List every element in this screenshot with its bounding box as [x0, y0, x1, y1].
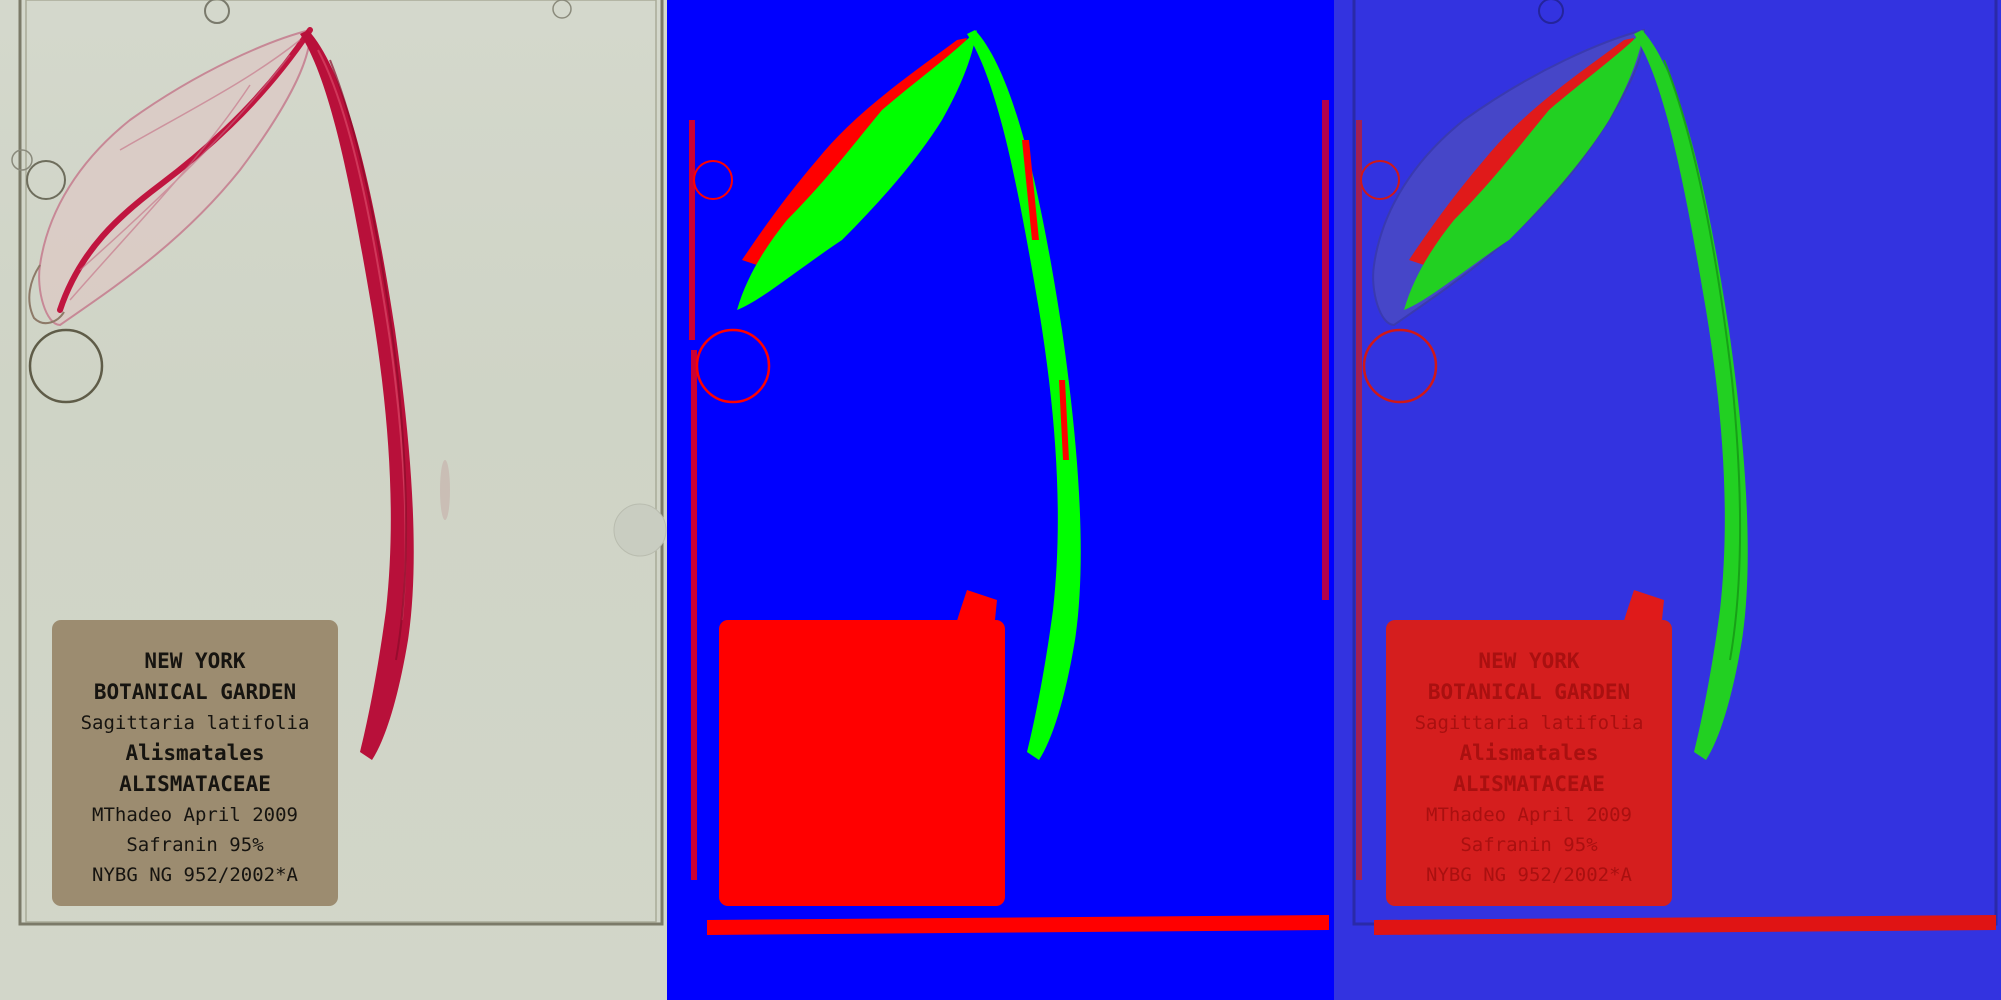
- original-image-panel: NEW YORK BOTANICAL GARDEN Sagittaria lat…: [0, 0, 667, 1000]
- label-institution-line: NEW YORK: [1478, 649, 1580, 673]
- air-bubble: [28, 328, 104, 404]
- label-institution-line: BOTANICAL GARDEN: [93, 680, 297, 704]
- label-collector: MThadeo April 2009: [1426, 804, 1632, 826]
- label-institution-line: NEW YORK: [144, 649, 246, 673]
- overlay-panel: NEW YORK BOTANICAL GARDEN Sagittaria lat…: [1334, 0, 2001, 1000]
- label-stain: Safranin 95%: [1460, 834, 1598, 856]
- label-stain: Safranin 95%: [126, 834, 264, 856]
- label-species: Sagittaria latifolia: [1414, 712, 1644, 734]
- specimen-drawing: [11, 0, 667, 926]
- air-bubble: [204, 0, 230, 24]
- label-order: Alismatales: [1459, 741, 1599, 765]
- air-bubble: [26, 160, 66, 200]
- label-family: ALISMATACEAE: [1453, 772, 1605, 796]
- specimen-label-overlay: NEW YORK BOTANICAL GARDEN Sagittaria lat…: [1386, 620, 1672, 906]
- label-accession: NYBG NG 952/2002*A: [92, 864, 298, 886]
- air-bubble: [552, 0, 572, 19]
- label-accession: NYBG NG 952/2002*A: [1426, 864, 1632, 886]
- specimen-label: NEW YORK BOTANICAL GARDEN Sagittaria lat…: [52, 620, 338, 906]
- segmentation-mask-panel: [667, 0, 1334, 1000]
- label-institution-line: BOTANICAL GARDEN: [1427, 680, 1631, 704]
- mask-drawing: [689, 30, 1329, 935]
- label-family: ALISMATACEAE: [119, 772, 271, 796]
- midrib: [57, 27, 313, 313]
- label-species: Sagittaria latifolia: [80, 712, 310, 734]
- label-mask-region: [719, 620, 1005, 906]
- leaf-mask: [737, 30, 977, 310]
- label-collector: MThadeo April 2009: [92, 804, 298, 826]
- label-order: Alismatales: [125, 741, 265, 765]
- slide-edge-mask: [707, 915, 1329, 935]
- petiole: [300, 30, 414, 760]
- petiole-mask: [967, 30, 1081, 760]
- slide-edge: [18, 0, 664, 926]
